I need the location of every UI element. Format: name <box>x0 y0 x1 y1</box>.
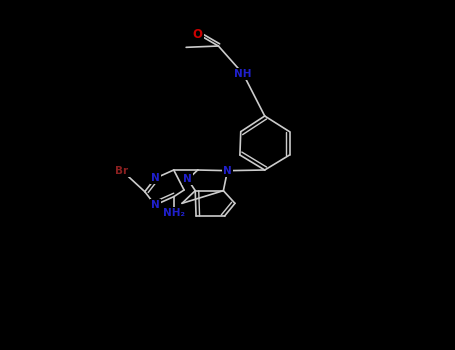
Text: NH: NH <box>234 69 252 79</box>
Text: O: O <box>193 28 203 41</box>
Text: NH₂: NH₂ <box>163 208 185 218</box>
Text: N: N <box>183 174 192 184</box>
Text: N: N <box>151 200 160 210</box>
Text: Br: Br <box>116 166 129 176</box>
Text: N: N <box>223 166 232 176</box>
Text: N: N <box>151 173 160 183</box>
